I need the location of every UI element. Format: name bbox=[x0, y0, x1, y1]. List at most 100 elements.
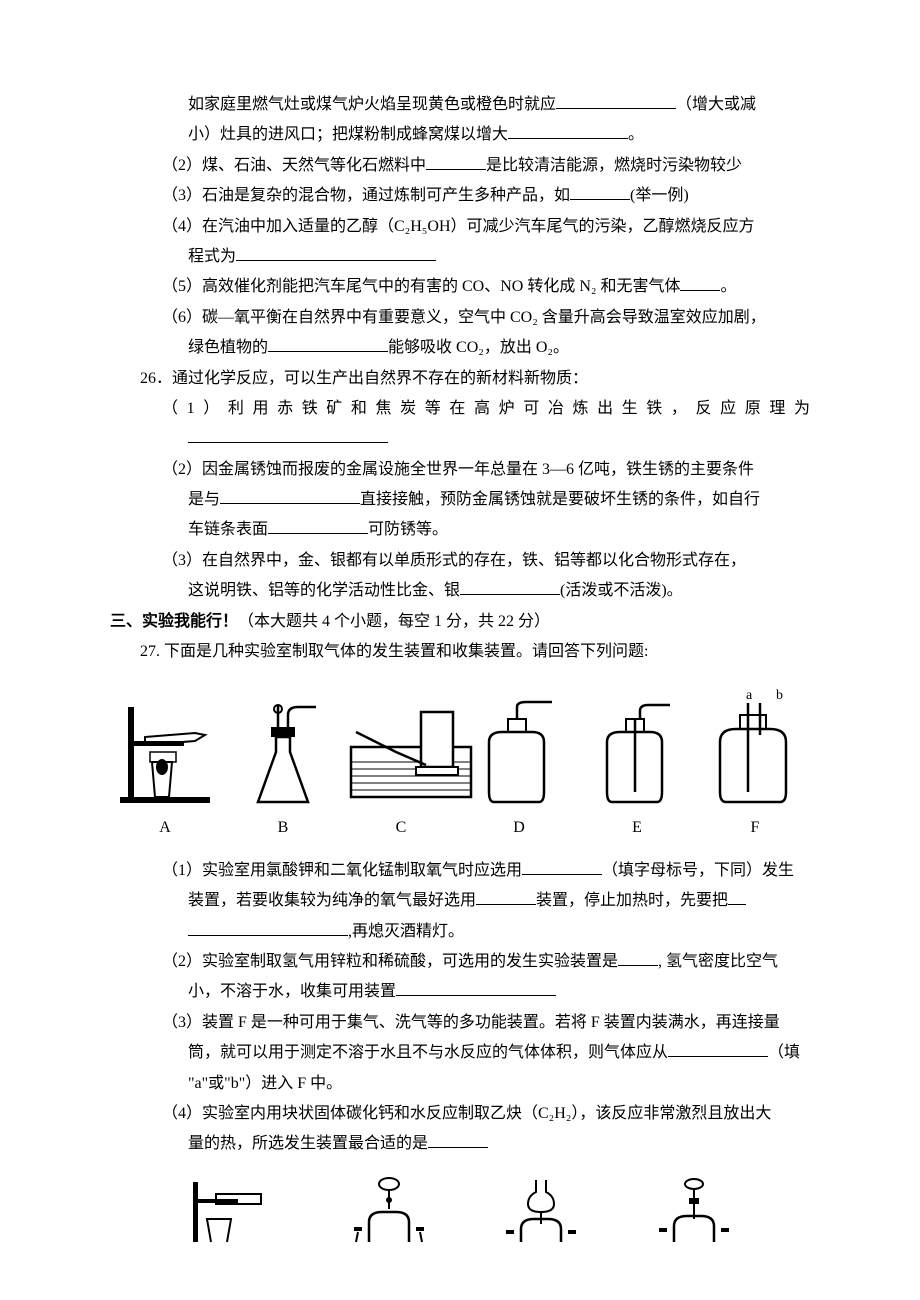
text: (举一例) bbox=[630, 187, 689, 204]
text: 。 bbox=[628, 126, 644, 143]
text: 筒，就可以用于测定不溶于水且不与水反应的气体体积，则气体应从 bbox=[188, 1044, 668, 1061]
blank bbox=[476, 888, 536, 906]
label-F: F bbox=[700, 813, 810, 843]
blank bbox=[556, 91, 676, 109]
blank bbox=[268, 335, 388, 353]
q27-sub2-line1: （2）实验室制取氢气用锌粒和稀硫酸，可选用的发生实验装置是 , 氢气密度比空气 bbox=[110, 947, 810, 977]
text: 如家庭里燃气灶或煤气炉火焰呈现黄色或橙色时就应 bbox=[188, 96, 556, 113]
text: （2）煤、石油、天然气等化石燃料中 bbox=[162, 157, 426, 174]
blank bbox=[570, 183, 630, 201]
apparatus-2-4-icon bbox=[649, 1174, 739, 1244]
label-b-text: b bbox=[776, 688, 783, 703]
blank bbox=[188, 426, 388, 444]
blank bbox=[618, 948, 658, 966]
apparatus-E-icon bbox=[592, 697, 682, 807]
q27-sub2-line2: 小，不溶于水，收集可用装置 bbox=[110, 977, 810, 1007]
text: （2）因金属锈蚀而报废的金属设施全世界一年总量在 3—6 亿吨，铁生锈的主要条件 bbox=[162, 461, 754, 478]
apparatus-row-2 bbox=[150, 1174, 770, 1255]
text: （2）实验室制取氢气用锌粒和稀硫酸，可选用的发生实验装置是 bbox=[162, 953, 618, 970]
blank bbox=[396, 979, 556, 997]
text: 直接接触，预防金属锈蚀就是要破坏生锈的条件，如自行 bbox=[360, 491, 760, 508]
text: （4）在汽油中加入适量的乙醇（C₂H₅OH）可减少汽车尾气的污染，乙醇燃烧反应方 bbox=[162, 218, 755, 235]
text: (活泼或不活泼)。 bbox=[560, 582, 683, 599]
q27-sub3-line1: （3）装置 F 是一种可用于集气、洗气等的多功能装置。若将 F 装置内装满水，再… bbox=[110, 1008, 810, 1038]
text: 27. 下面是几种实验室制取气体的发生装置和收集装置。请回答下列问题: bbox=[140, 643, 648, 660]
text: 。 bbox=[720, 278, 736, 295]
apparatus-A-icon bbox=[110, 697, 220, 807]
blank bbox=[508, 122, 628, 140]
q25-sub6-line1: （6）碳—氧平衡在自然界中有重要意义，空气中 CO₂ 含量升高会导致温室效应加剧… bbox=[110, 303, 810, 333]
text: 装置，停止加热时，先要把 bbox=[536, 892, 728, 909]
text: 小，不溶于水，收集可用装置 bbox=[188, 983, 396, 1000]
q25-sub2: （2）煤、石油、天然气等化石燃料中 是比较清洁能源，燃烧时污染物较少 bbox=[110, 151, 810, 181]
q27-sub3-line2: 筒，就可以用于测定不溶于水且不与水反应的气体体积，则气体应从 （填 bbox=[110, 1038, 810, 1068]
apparatus-2-3 bbox=[496, 1174, 586, 1255]
q27-sub4-line1: （4）实验室内用块状固体碳化钙和水反应制取乙炔（C₂H₂），该反应非常激烈且放出… bbox=[110, 1099, 810, 1129]
blank bbox=[220, 486, 360, 504]
text: （3）石油是复杂的混合物，通过炼制可产生多种产品，如 bbox=[162, 187, 570, 204]
text: 装置，若要收集较为纯净的氧气最好选用 bbox=[188, 892, 476, 909]
blank bbox=[236, 243, 436, 261]
text: （6）碳—氧平衡在自然界中有重要意义，空气中 CO₂ 含量升高会导致温室效应加剧… bbox=[162, 309, 766, 326]
text: , 氢气密度比空气 bbox=[658, 953, 778, 970]
apparatus-2-2-icon bbox=[344, 1174, 434, 1244]
section3-desc: （本大题共 4 个小题，每空 1 分，共 22 分） bbox=[238, 613, 550, 630]
label-a-text: a bbox=[746, 688, 753, 703]
text: 程式为 bbox=[188, 248, 236, 265]
label-E: E bbox=[582, 813, 692, 843]
apparatus-2-2 bbox=[344, 1174, 434, 1255]
blank bbox=[728, 888, 746, 906]
apparatus-2-1 bbox=[181, 1174, 281, 1255]
text: （填 bbox=[768, 1044, 800, 1061]
text: ,再熄灭酒精灯。 bbox=[348, 923, 464, 940]
section3-title: 三、实验我能行！ bbox=[110, 613, 238, 630]
text: （3）在自然界中，金、银都有以单质形式的存在，铁、铝等都以化合物形式存在， bbox=[162, 552, 746, 569]
text: （增大或减 bbox=[676, 96, 756, 113]
blank bbox=[680, 274, 720, 292]
apparatus-D: D bbox=[464, 697, 574, 843]
text: 能够吸收 CO₂，放出 O₂。 bbox=[388, 339, 569, 356]
blank bbox=[426, 152, 486, 170]
text: 是与 bbox=[188, 491, 220, 508]
blank bbox=[668, 1040, 768, 1058]
blank bbox=[428, 1131, 488, 1149]
apparatus-2-3-icon bbox=[496, 1174, 586, 1244]
q26-sub2-line2: 是与 直接接触，预防金属锈蚀就是要破坏生锈的条件，如自行 bbox=[110, 485, 810, 515]
text: （5）高效催化剂能把汽车尾气中的有害的 CO、NO 转化成 N₂ 和无害气体 bbox=[162, 278, 680, 295]
q26-sub3-line1: （3）在自然界中，金、银都有以单质形式的存在，铁、铝等都以化合物形式存在， bbox=[110, 546, 810, 576]
blank bbox=[188, 918, 348, 936]
q27-sub3-line3: "a"或"b"）进入 F 中。 bbox=[110, 1069, 810, 1099]
q27-sub4-line2: 量的热，所选发生装置最合适的是 bbox=[110, 1129, 810, 1159]
text: 是比较清洁能源，燃烧时污染物较少 bbox=[486, 157, 742, 174]
apparatus-D-icon bbox=[474, 697, 564, 807]
text: 可防锈等。 bbox=[368, 521, 448, 538]
apparatus-A: A bbox=[110, 697, 220, 843]
text: （3）装置 F 是一种可用于集气、洗气等的多功能装置。若将 F 装置内装满水，再… bbox=[162, 1014, 780, 1031]
q26-sub1-blank bbox=[110, 424, 810, 454]
q26-sub3-line2: 这说明铁、铝等的化学活动性比金、银 (活泼或不活泼)。 bbox=[110, 576, 810, 606]
blank bbox=[460, 578, 560, 596]
text: 这说明铁、铝等的化学活动性比金、银 bbox=[188, 582, 460, 599]
label-D: D bbox=[464, 813, 574, 843]
q27-sub1-line2: 装置，若要收集较为纯净的氧气最好选用 装置，停止加热时，先要把 bbox=[110, 886, 810, 916]
blank bbox=[268, 517, 368, 535]
label-A: A bbox=[110, 813, 220, 843]
apparatus-row: A B C D bbox=[110, 687, 810, 843]
text: （1）利用赤铁矿和焦炭等在高炉可冶炼出生铁，反应原理为 bbox=[162, 400, 810, 417]
text: （4）实验室内用块状固体碳化钙和水反应制取乙炔（C₂H₂），该反应非常激烈且放出… bbox=[162, 1105, 771, 1122]
blank bbox=[522, 857, 602, 875]
label-C: C bbox=[346, 813, 456, 843]
q26-sub1: （1）利用赤铁矿和焦炭等在高炉可冶炼出生铁，反应原理为 bbox=[110, 394, 810, 424]
apparatus-B-icon bbox=[238, 697, 328, 807]
q25-sub4-line2: 程式为 bbox=[110, 242, 810, 272]
q27-sub1-line1: （1）实验室用氯酸钾和二氧化锰制取氧气时应选用 （填字母标号，下同）发生 bbox=[110, 856, 810, 886]
text: （1）实验室用氯酸钾和二氧化锰制取氧气时应选用 bbox=[162, 862, 522, 879]
label-B: B bbox=[228, 813, 338, 843]
apparatus-C-icon bbox=[346, 697, 476, 807]
text: 量的热，所选发生装置最合适的是 bbox=[188, 1135, 428, 1152]
text: 小）灶具的进风口；把煤粉制成蜂窝煤以增大 bbox=[188, 126, 508, 143]
q25-sub3: （3）石油是复杂的混合物，通过炼制可产生多种产品，如 (举一例) bbox=[110, 181, 810, 211]
q27-intro: 27. 下面是几种实验室制取气体的发生装置和收集装置。请回答下列问题: bbox=[110, 637, 810, 667]
text: （填字母标号，下同）发生 bbox=[602, 862, 794, 879]
q25-sub6-line2: 绿色植物的能够吸收 CO₂，放出 O₂。 bbox=[110, 333, 810, 363]
